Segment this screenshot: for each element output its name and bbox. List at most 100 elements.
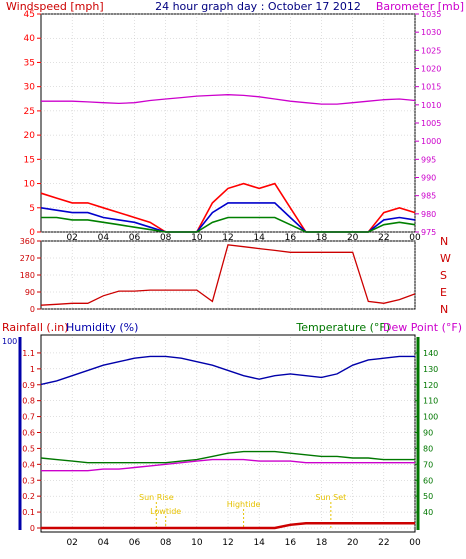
barometer-tick-label: 1025 xyxy=(421,46,441,55)
top-hour-label: 18 xyxy=(316,233,328,243)
direction-tick-label: 270 xyxy=(20,254,35,263)
bottom-hour-label: 12 xyxy=(222,538,233,548)
temperature-tick-label: 50 xyxy=(423,492,433,501)
temperature-tick-label: 120 xyxy=(423,381,438,390)
humidity-top-tick-label: 100 xyxy=(2,337,17,346)
rainfall-tick-label: 0.6 xyxy=(22,429,35,438)
direction-series xyxy=(40,244,416,306)
top-hour-label: 10 xyxy=(191,233,203,243)
barometer-tick-label: 1000 xyxy=(421,137,441,146)
temperature-ticks: 40 50 60 70 80 90 100 110 120 130 140 xyxy=(415,349,438,517)
chart-title: 24 hour graph day : October 17 2012 xyxy=(155,0,361,13)
bottom-hour-label: 00 xyxy=(409,538,421,548)
rainfall-tick-label: 0.8 xyxy=(22,397,35,406)
barometer-tick-label: 1010 xyxy=(421,101,441,110)
rainfall-tick-label: 0.2 xyxy=(22,492,35,501)
barometer-tick-label: 975 xyxy=(421,228,436,237)
event-marker-label: Sun Rise xyxy=(139,493,174,502)
bottom-hour-label: 08 xyxy=(160,538,172,548)
windspeed-tick-label: 25 xyxy=(24,107,35,117)
bottom-panel-series xyxy=(40,355,415,530)
rainfall-tick-label: 0.1 xyxy=(22,508,35,517)
humidity-line xyxy=(40,355,415,386)
rainfall-line xyxy=(41,521,415,530)
rainfall-axis-label: Rainfall (.in) xyxy=(2,321,69,334)
top-hour-label: 02 xyxy=(66,233,77,243)
windspeed-tick-label: 35 xyxy=(24,58,35,68)
temperature-tick-label: 100 xyxy=(423,413,438,422)
barometer-tick-label: 985 xyxy=(421,192,436,201)
windspeed-axis-label: Windspeed [mph] xyxy=(6,0,104,13)
event-markers: Sun Rise Lowtide Hightide Sun Set xyxy=(139,493,346,528)
bottom-panel-grid xyxy=(41,337,416,529)
barometer-tick-label: 1005 xyxy=(421,119,441,128)
barometer-ticks: 975 980 985 990 995 1000 1005 1010 1015 1020 1025 1… xyxy=(415,10,441,237)
event-marker-label: Lowtide xyxy=(150,507,181,516)
rainfall-tick-label: 1 xyxy=(30,365,35,374)
wind-avg-line xyxy=(41,216,416,233)
top-hour-label: 00 xyxy=(409,233,421,243)
temperature-axis-label: Temperature (°F) xyxy=(295,321,390,334)
compass-label: E xyxy=(440,286,447,299)
top-hour-ticks: 02 04 06 08 10 12 14 16 18 20 22 00 xyxy=(66,233,421,243)
top-hour-label: 22 xyxy=(378,233,389,243)
dewpoint-line xyxy=(41,458,415,472)
bottom-hour-label: 18 xyxy=(316,538,328,548)
temperature-tick-label: 70 xyxy=(423,460,433,469)
rainfall-tick-label: 0.7 xyxy=(22,413,35,422)
wind-direction-line xyxy=(40,244,416,306)
top-hour-label: 16 xyxy=(285,233,297,243)
temperature-tick-label: 60 xyxy=(423,476,433,485)
bottom-hour-label: 22 xyxy=(378,538,389,548)
barometer-tick-label: 990 xyxy=(421,174,436,183)
bottom-hour-label: 04 xyxy=(98,538,110,548)
barometer-tick-label: 1030 xyxy=(421,28,441,37)
compass-label: W xyxy=(440,252,451,265)
dewpoint-axis-label: Dew Point (°F) xyxy=(383,321,462,334)
barometer-tick-label: 1035 xyxy=(421,10,441,19)
barometer-axis-label: Barometer [mb] xyxy=(376,0,464,13)
top-panel-series xyxy=(40,94,416,233)
top-hour-label: 06 xyxy=(129,233,141,243)
bottom-hour-label: 10 xyxy=(191,538,203,548)
bottom-hour-label: 14 xyxy=(253,538,265,548)
temperature-line xyxy=(40,450,415,464)
windspeed-tick-label: 40 xyxy=(24,34,36,44)
windspeed-tick-label: 5 xyxy=(29,204,35,214)
direction-tick-label: 360 xyxy=(20,237,35,246)
direction-panel-grid xyxy=(41,240,416,310)
temperature-tick-label: 80 xyxy=(423,444,433,453)
barometer-tick-label: 980 xyxy=(421,210,436,219)
windspeed-tick-label: 0 xyxy=(29,228,35,238)
event-marker-label: Sun Set xyxy=(315,493,346,502)
temperature-tick-label: 130 xyxy=(423,365,438,374)
temperature-tick-label: 110 xyxy=(423,397,438,406)
compass-label: N xyxy=(440,235,448,248)
rainfall-tick-label: 0.9 xyxy=(22,381,35,390)
rainfall-tick-label: 1.1 xyxy=(22,349,35,358)
direction-tick-label: 180 xyxy=(20,271,35,280)
windspeed-tick-label: 10 xyxy=(24,180,36,190)
bottom-hour-label: 06 xyxy=(129,538,141,548)
bottom-hour-label: 16 xyxy=(285,538,297,548)
top-hour-label: 12 xyxy=(222,233,233,243)
barometer-tick-label: 1020 xyxy=(421,65,441,74)
top-hour-label: 08 xyxy=(160,233,172,243)
windspeed-tick-label: 20 xyxy=(24,131,36,141)
temperature-tick-label: 90 xyxy=(423,429,433,438)
temperature-tick-label: 140 xyxy=(423,349,438,358)
barometer-tick-label: 995 xyxy=(421,155,436,164)
temperature-tick-label: 40 xyxy=(423,508,433,517)
bottom-hour-label: 02 xyxy=(66,538,77,548)
bottom-hour-label: 20 xyxy=(347,538,359,548)
top-hour-label: 20 xyxy=(347,233,359,243)
windspeed-ticks: 0 5 10 15 20 25 30 35 40 45 xyxy=(24,10,41,238)
bottom-hour-ticks: 02 04 06 08 10 12 14 16 18 20 22 00 xyxy=(66,538,421,548)
rainfall-tick-label: 0.3 xyxy=(22,476,35,485)
compass-label: S xyxy=(440,269,447,282)
humidity-axis-label: Humidity (%) xyxy=(66,321,138,334)
